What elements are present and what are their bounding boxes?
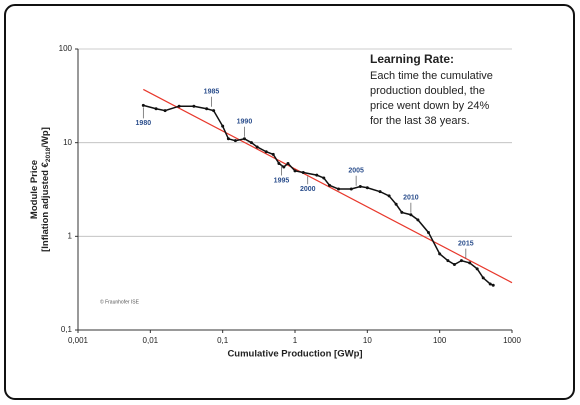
note-title: Learning Rate:	[370, 52, 454, 66]
data-point	[488, 282, 492, 286]
annotation: 2005	[348, 168, 364, 175]
y-tick-label: 1	[68, 231, 73, 240]
x-tick-label: 1000	[503, 336, 521, 345]
data-point	[358, 185, 362, 189]
y-axis-label-part: 2018	[45, 147, 52, 162]
x-tick-label: 10	[363, 336, 372, 345]
data-point	[286, 161, 290, 165]
annotation: 1985	[204, 89, 220, 96]
data-point	[249, 141, 253, 145]
annotation: 1990	[237, 119, 253, 126]
data-point	[349, 187, 353, 191]
data-point	[394, 202, 398, 206]
x-tick-label: 1	[293, 336, 298, 345]
data-point	[328, 183, 332, 187]
x-tick-label: 0,001	[68, 336, 89, 345]
x-tick-label: 100	[433, 336, 447, 345]
annotation: 2010	[403, 195, 419, 202]
data-point	[163, 109, 167, 113]
y-axis-label: Module Price[Inflation adjusted €2018/Wp…	[29, 127, 53, 252]
data-point	[177, 104, 181, 108]
data-point	[387, 194, 391, 198]
x-axis-label: Cumulative Production [GWp]	[227, 349, 362, 360]
data-point	[212, 109, 216, 113]
data-point	[322, 176, 326, 180]
data-point	[438, 252, 442, 256]
data-point	[301, 171, 305, 175]
data-point	[416, 218, 420, 222]
data-point	[378, 190, 382, 194]
y-tick-label: 0,1	[61, 325, 73, 334]
data-point	[475, 267, 479, 271]
annotation: 1995	[274, 177, 290, 184]
data-point	[255, 145, 259, 149]
note-line: production doubled, the	[370, 85, 485, 97]
credit: © Fraunhofer ISE	[100, 298, 140, 305]
data-point	[315, 173, 319, 177]
note-line: Each time the cumulative	[370, 70, 493, 82]
note-line: for the last 38 years.	[370, 115, 470, 127]
y-axis-label-part: /Wp]	[40, 127, 51, 148]
data-point	[491, 283, 495, 287]
data-point	[459, 259, 463, 263]
data-point	[233, 139, 237, 143]
data-point	[271, 152, 275, 156]
data-point	[293, 169, 297, 173]
note-line: price went down by 24%	[370, 100, 489, 112]
y-tick-label: 100	[59, 44, 73, 53]
trend-line	[143, 88, 513, 284]
data-point	[282, 165, 286, 169]
annotation: 2015	[458, 240, 474, 247]
data-point	[409, 213, 413, 217]
data-point	[154, 107, 158, 111]
data-point	[426, 230, 430, 234]
data-point	[242, 137, 246, 141]
data-point	[468, 261, 472, 265]
data-point	[277, 161, 281, 165]
data-point	[205, 107, 209, 111]
frame	[4, 4, 575, 400]
annotation: 2000	[300, 186, 316, 193]
x-tick-label: 0,01	[143, 336, 159, 345]
data-point	[481, 276, 485, 280]
data-point	[192, 104, 196, 108]
data-point	[226, 137, 230, 141]
y-axis-label-part: [Inflation adjusted €	[40, 161, 51, 251]
data-point	[264, 150, 268, 154]
y-axis-label-line: [Inflation adjusted €2018/Wp]	[40, 127, 53, 252]
x-tick-label: 0,1	[217, 336, 229, 345]
data-point	[452, 263, 456, 267]
data-point	[141, 103, 145, 107]
y-tick-label: 10	[63, 138, 72, 147]
data-point	[221, 124, 225, 128]
data-point	[400, 210, 404, 214]
data-point	[365, 186, 369, 190]
data-point	[337, 187, 341, 191]
annotation: 1980	[136, 120, 152, 127]
y-axis-label-line: Module Price	[29, 160, 40, 219]
data-point	[446, 259, 450, 263]
